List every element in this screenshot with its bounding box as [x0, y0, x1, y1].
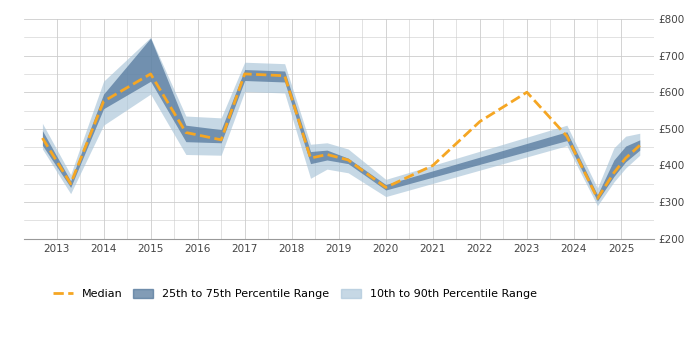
Legend: Median, 25th to 75th Percentile Range, 10th to 90th Percentile Range: Median, 25th to 75th Percentile Range, 1… — [52, 289, 536, 299]
